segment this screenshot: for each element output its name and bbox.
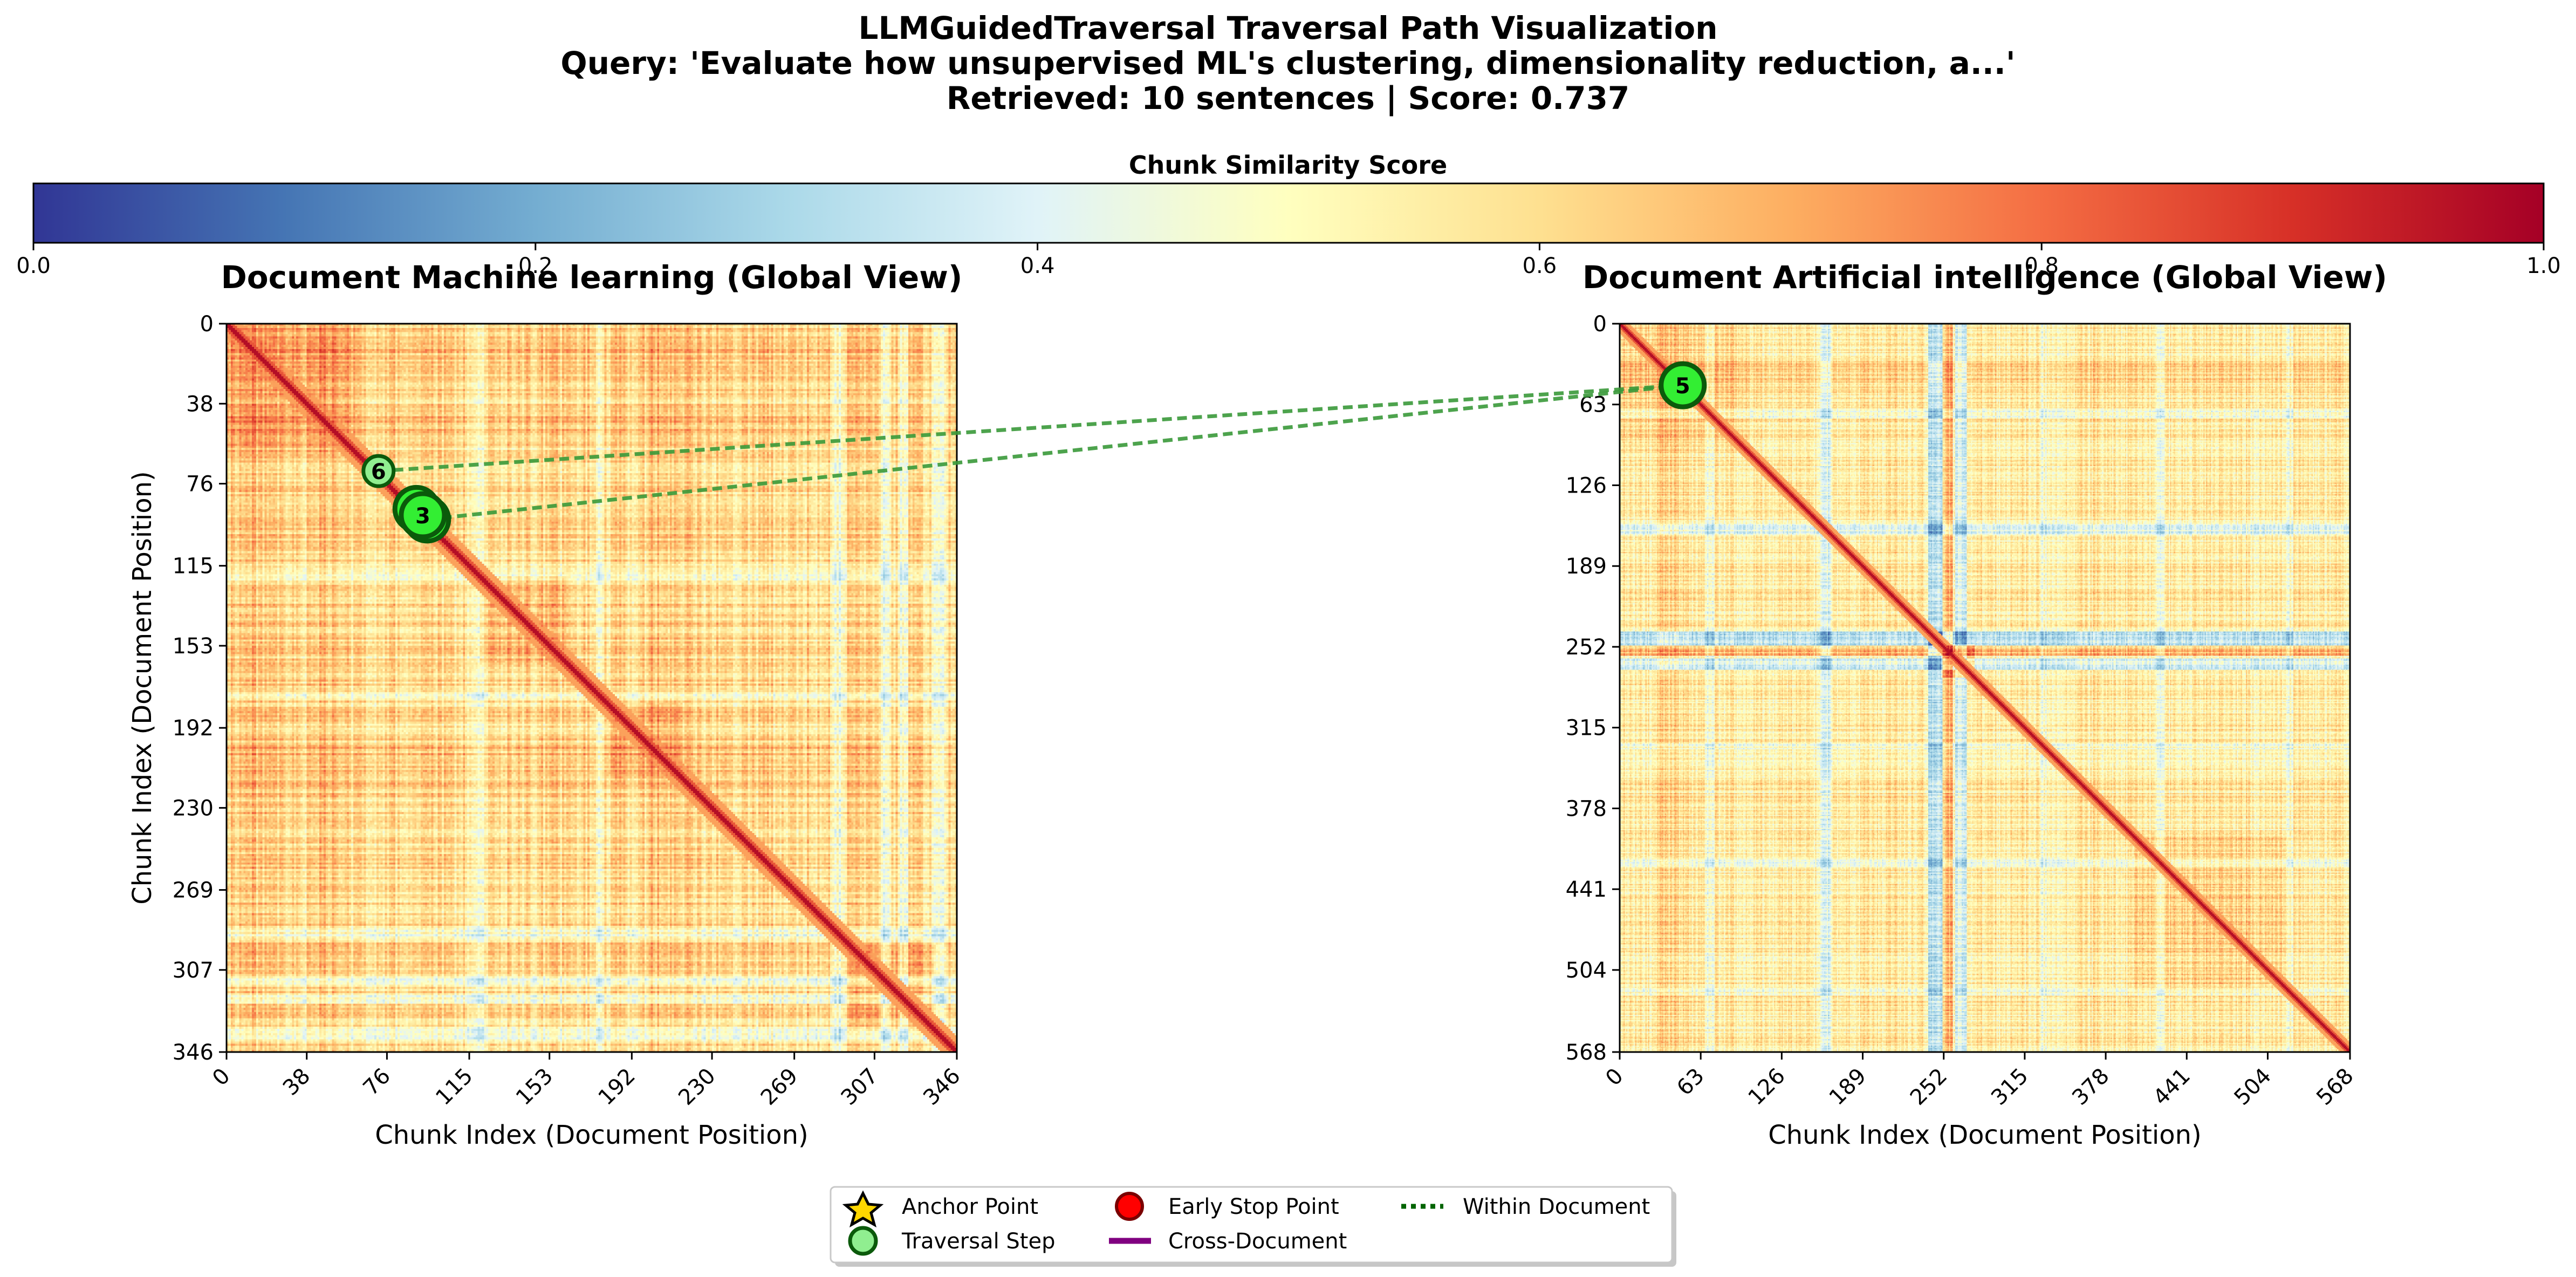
y-tick-label: 378 xyxy=(1566,796,1607,821)
point-circle xyxy=(1659,361,1707,409)
legend-label-within-document: Within Document xyxy=(1463,1194,1650,1219)
x-axis-label: Chunk Index (Document Position) xyxy=(375,1120,809,1150)
y-tick-label: 126 xyxy=(1566,473,1607,498)
legend-item-cross-document: Cross-Document xyxy=(1109,1229,1347,1254)
legend-label-traversal-step: Traversal Step xyxy=(901,1229,1056,1254)
panel-title: Document Artificial intelligence (Global… xyxy=(1582,259,2387,296)
colorbar-tick-label: 1.0 xyxy=(2526,254,2561,278)
cross-link xyxy=(378,383,1683,473)
x-tick-label: 0 xyxy=(1601,1063,1628,1091)
x-tick-label: 568 xyxy=(2312,1063,2359,1110)
colorbar-tick-label: 0.6 xyxy=(1523,254,1557,278)
x-tick-label: 504 xyxy=(2230,1063,2277,1110)
point-label: 6 xyxy=(371,460,386,484)
colorbar: Chunk Similarity Score 0.0 0.2 0.4 0.6 0.8 1.… xyxy=(16,151,2561,278)
point-marker-3: 3 xyxy=(399,491,447,540)
y-axis-label: Chunk Index (Document Position) xyxy=(127,471,157,905)
traversal-points: 67835 xyxy=(361,361,1707,544)
colorbar-tick-label: 0.2 xyxy=(518,254,553,278)
x-tick-label: 192 xyxy=(593,1063,640,1110)
legend-item-anchor: Anchor Point xyxy=(842,1190,1038,1228)
y-tick-label: 0 xyxy=(1593,312,1607,337)
x-tick-label: 38 xyxy=(278,1063,316,1101)
point-circle xyxy=(361,454,396,488)
y-tick-label: 307 xyxy=(173,958,214,983)
colorbar-tick-label: 0.4 xyxy=(1020,254,1055,278)
x-tick-label: 346 xyxy=(919,1063,965,1110)
x-tick-label: 153 xyxy=(511,1063,558,1110)
heatmap-frame xyxy=(1619,323,2351,1053)
x-tick-label: 307 xyxy=(837,1063,883,1110)
y-tick-label: 252 xyxy=(1566,635,1607,660)
legend-box xyxy=(830,1186,1673,1264)
y-tick-label: 346 xyxy=(173,1040,214,1065)
point-marker-5: 5 xyxy=(1659,361,1707,409)
x-tick-label: 441 xyxy=(2148,1063,2195,1110)
legend-item-early-stop: Early Stop Point xyxy=(1115,1192,1339,1221)
circle-icon xyxy=(848,1226,878,1256)
panel-machine-learning: Document Machine learning (Global View) 0… xyxy=(127,259,965,1150)
legend-item-within-document: Within Document xyxy=(1401,1194,1650,1219)
title-line-1: LLMGuidedTraversal Traversal Path Visual… xyxy=(858,10,1717,46)
x-tick-label: 378 xyxy=(2067,1063,2114,1110)
legend-label-early-stop: Early Stop Point xyxy=(1168,1194,1339,1219)
y-tick-label: 568 xyxy=(1566,1040,1607,1065)
legend-label-anchor: Anchor Point xyxy=(902,1194,1038,1219)
star-icon xyxy=(842,1190,884,1228)
heatmap-image xyxy=(227,324,957,1052)
y-tick-label: 230 xyxy=(173,796,214,821)
x-tick-label: 115 xyxy=(431,1063,478,1110)
x-tick-label: 269 xyxy=(756,1063,803,1110)
x-tick-label: 0 xyxy=(208,1063,235,1091)
y-tick-label: 76 xyxy=(186,472,214,497)
y-tick-label: 38 xyxy=(186,392,214,416)
colorbar-ticks: 0.0 0.2 0.4 0.6 0.8 1.0 xyxy=(16,243,2561,278)
heatmap-frame xyxy=(225,323,958,1053)
y-tick-label: 315 xyxy=(1566,716,1607,741)
cross-document-links xyxy=(378,383,1683,522)
x-tick-label: 76 xyxy=(359,1063,396,1101)
y-tick-label: 504 xyxy=(1566,958,1607,983)
colorbar-tick-label: 0.0 xyxy=(16,254,51,278)
x-axis-label: Chunk Index (Document Position) xyxy=(1768,1120,2202,1150)
title-line-2: Query: 'Evaluate how unsupervised ML's c… xyxy=(560,45,2015,81)
panel-title: Document Machine learning (Global View) xyxy=(221,259,963,296)
point-label: 3 xyxy=(415,504,430,529)
legend: Anchor Point Traversal Step Early Stop P… xyxy=(830,1186,1676,1267)
x-tick-label: 126 xyxy=(1743,1063,1790,1110)
y-tick-label: 115 xyxy=(173,554,214,579)
x-tick-label: 252 xyxy=(1906,1063,1952,1110)
legend-label-cross-document: Cross-Document xyxy=(1168,1229,1347,1254)
x-tick-label: 230 xyxy=(674,1063,721,1110)
y-tick-label: 189 xyxy=(1566,554,1607,579)
figure-title: LLMGuidedTraversal Traversal Path Visual… xyxy=(560,10,2015,117)
y-tick-label: 153 xyxy=(173,634,214,659)
legend-item-traversal-step: Traversal Step xyxy=(848,1226,1056,1256)
heatmap-image xyxy=(1620,324,2350,1052)
colorbar-tick-label: 0.8 xyxy=(2024,254,2059,278)
title-line-3: Retrieved: 10 sentences | Score: 0.737 xyxy=(947,80,1630,117)
x-tick-label: 63 xyxy=(1672,1063,1709,1101)
panel-artificial-intelligence: Document Artificial intelligence (Global… xyxy=(1566,259,2387,1150)
y-tick-label: 269 xyxy=(173,878,214,903)
point-circle xyxy=(399,491,447,540)
y-tick-label: 192 xyxy=(173,716,214,741)
point-label: 5 xyxy=(1675,374,1690,399)
point-marker-6: 6 xyxy=(361,454,396,488)
y-tick-label: 441 xyxy=(1566,877,1607,902)
x-tick-label: 189 xyxy=(1825,1063,1872,1110)
colorbar-gradient xyxy=(32,182,2545,244)
y-tick-label: 0 xyxy=(200,312,214,337)
colorbar-label: Chunk Similarity Score xyxy=(1129,151,1447,180)
x-tick-label: 315 xyxy=(1986,1063,2033,1110)
circle-icon xyxy=(1115,1192,1144,1221)
